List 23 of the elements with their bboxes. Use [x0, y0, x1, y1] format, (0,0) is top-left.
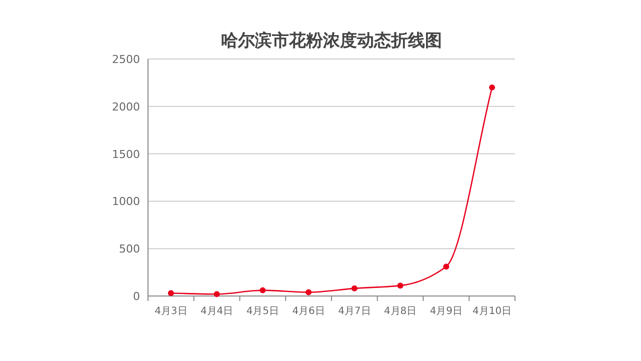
- x-tick-label: 4月9日: [430, 306, 463, 317]
- point: [351, 285, 358, 292]
- y-tick-label: 2000: [112, 100, 140, 114]
- chart-title: 哈尔滨市花粉浓度动态折线图: [221, 31, 442, 51]
- x-tick-label: 4月7日: [338, 306, 371, 317]
- x-tick-label: 4月8日: [384, 306, 417, 317]
- point: [306, 289, 312, 296]
- y-tick-label: 500: [119, 242, 140, 256]
- x-tick-label: 4月5日: [246, 306, 280, 317]
- y-tick-label: 2500: [112, 53, 140, 66]
- point: [260, 287, 266, 294]
- x-tick-label: 4月3日: [154, 306, 188, 317]
- point: [443, 264, 450, 270]
- x-tick-label: 4月4日: [200, 306, 234, 317]
- point: [214, 291, 220, 298]
- x-tick-label: 4月10日: [472, 306, 512, 317]
- x-tick-label: 4月6日: [292, 306, 325, 317]
- y-tick-label: 0: [133, 290, 140, 303]
- y-tick-label: 1500: [112, 148, 140, 161]
- y-tick-label: 1000: [112, 195, 140, 208]
- point: [489, 84, 496, 90]
- point: [168, 290, 174, 296]
- point: [397, 282, 404, 289]
